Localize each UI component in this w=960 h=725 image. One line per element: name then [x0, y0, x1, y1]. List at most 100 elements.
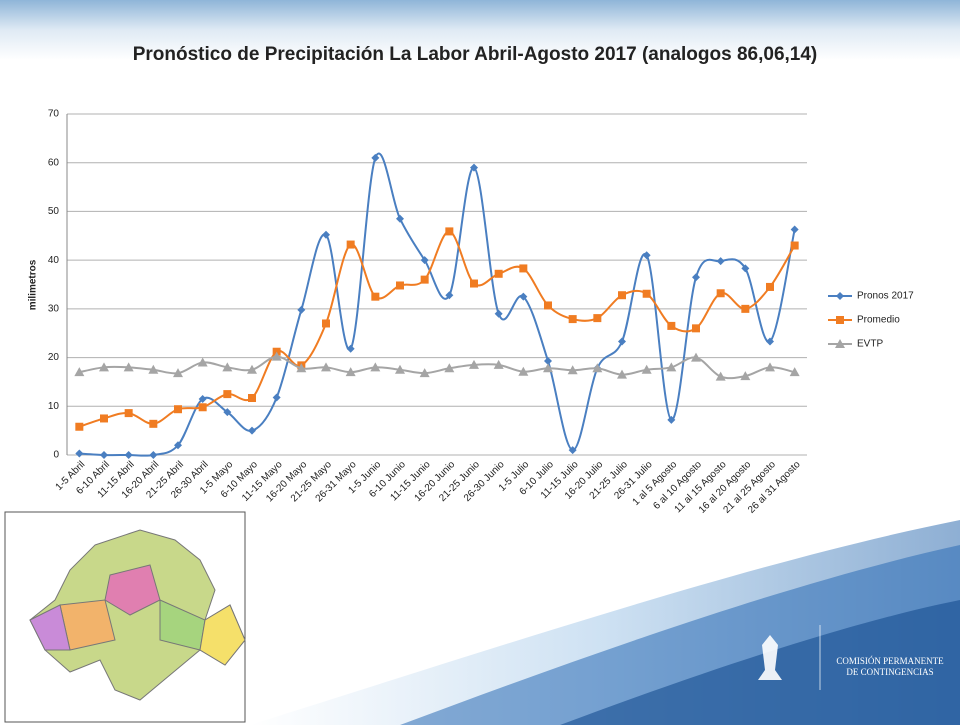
- marker: [223, 390, 232, 399]
- marker: [197, 357, 208, 367]
- y-tick-label: 30: [48, 303, 60, 314]
- marker: [642, 289, 651, 298]
- marker: [836, 292, 844, 300]
- y-tick-label: 70: [48, 109, 60, 120]
- marker: [741, 264, 750, 273]
- y-tick-label: 20: [48, 352, 60, 363]
- marker: [247, 364, 257, 374]
- marker: [741, 304, 750, 313]
- marker: [691, 352, 701, 362]
- legend-label: EVTP: [857, 339, 883, 350]
- marker: [100, 414, 108, 423]
- marker: [617, 369, 627, 379]
- marker: [396, 281, 404, 290]
- marker: [371, 153, 380, 162]
- marker: [346, 240, 355, 249]
- marker: [470, 279, 478, 288]
- marker: [544, 301, 552, 310]
- marker: [666, 362, 677, 372]
- marker: [297, 305, 306, 314]
- marker: [716, 289, 725, 298]
- y-tick-label: 40: [48, 255, 60, 266]
- logo-text: COMISIÓN PERMANENTE: [836, 656, 944, 666]
- logo-text: DE CONTINGENCIAS: [846, 667, 933, 677]
- y-tick-label: 60: [48, 157, 60, 168]
- y-tick-label: 50: [48, 206, 60, 217]
- marker: [371, 292, 380, 301]
- marker: [100, 451, 108, 459]
- marker: [322, 230, 330, 239]
- marker: [618, 337, 626, 346]
- legend-label: Promedio: [857, 315, 900, 326]
- marker: [370, 362, 381, 372]
- marker: [493, 359, 504, 369]
- marker: [99, 362, 109, 372]
- marker: [124, 451, 133, 459]
- marker: [75, 449, 84, 458]
- series-line: [79, 152, 796, 457]
- marker: [642, 251, 651, 260]
- marker: [836, 316, 844, 324]
- marker: [494, 269, 503, 278]
- marker: [123, 362, 134, 372]
- marker: [835, 339, 845, 348]
- marker: [420, 275, 429, 284]
- marker: [592, 363, 603, 373]
- marker: [445, 227, 454, 236]
- marker: [766, 282, 774, 291]
- y-axis-label: milimetros: [28, 259, 39, 310]
- marker: [321, 362, 331, 372]
- marker: [716, 257, 725, 266]
- marker: [396, 214, 404, 223]
- marker: [568, 446, 577, 455]
- swoosh: [560, 600, 960, 725]
- marker: [740, 371, 751, 381]
- map: [4, 511, 246, 723]
- marker: [322, 319, 330, 328]
- marker: [618, 291, 626, 300]
- marker: [519, 292, 528, 301]
- marker: [593, 314, 602, 323]
- y-tick-label: 10: [48, 401, 60, 412]
- marker: [198, 403, 207, 412]
- marker: [174, 441, 182, 450]
- marker: [568, 315, 577, 324]
- marker: [641, 364, 652, 374]
- marker: [346, 344, 355, 353]
- marker: [444, 363, 455, 373]
- marker: [765, 362, 775, 372]
- marker: [519, 264, 528, 273]
- marker: [248, 426, 256, 435]
- marker: [544, 356, 552, 365]
- marker: [692, 324, 700, 333]
- marker: [345, 367, 356, 377]
- marker: [174, 405, 182, 414]
- marker: [543, 363, 553, 373]
- marker: [518, 366, 529, 376]
- marker: [173, 368, 183, 378]
- series-line: [79, 355, 795, 380]
- marker: [272, 393, 281, 402]
- marker: [148, 364, 159, 374]
- marker: [470, 163, 478, 172]
- marker: [419, 368, 430, 378]
- chart-title: Pronóstico de Precipitación La Labor Abr…: [132, 44, 818, 65]
- marker: [223, 408, 232, 417]
- marker: [149, 451, 158, 459]
- y-tick-label: 0: [53, 450, 59, 461]
- marker: [74, 367, 85, 377]
- marker: [296, 363, 307, 373]
- marker: [789, 367, 800, 377]
- marker: [198, 394, 207, 403]
- marker: [667, 415, 676, 424]
- legend-label: Pronos 2017: [857, 291, 914, 302]
- marker: [75, 422, 84, 431]
- marker: [149, 419, 158, 428]
- marker: [766, 337, 774, 346]
- marker: [469, 359, 479, 369]
- marker: [445, 291, 454, 300]
- marker: [222, 362, 233, 372]
- logo-emblem: [758, 625, 821, 690]
- marker: [667, 321, 676, 330]
